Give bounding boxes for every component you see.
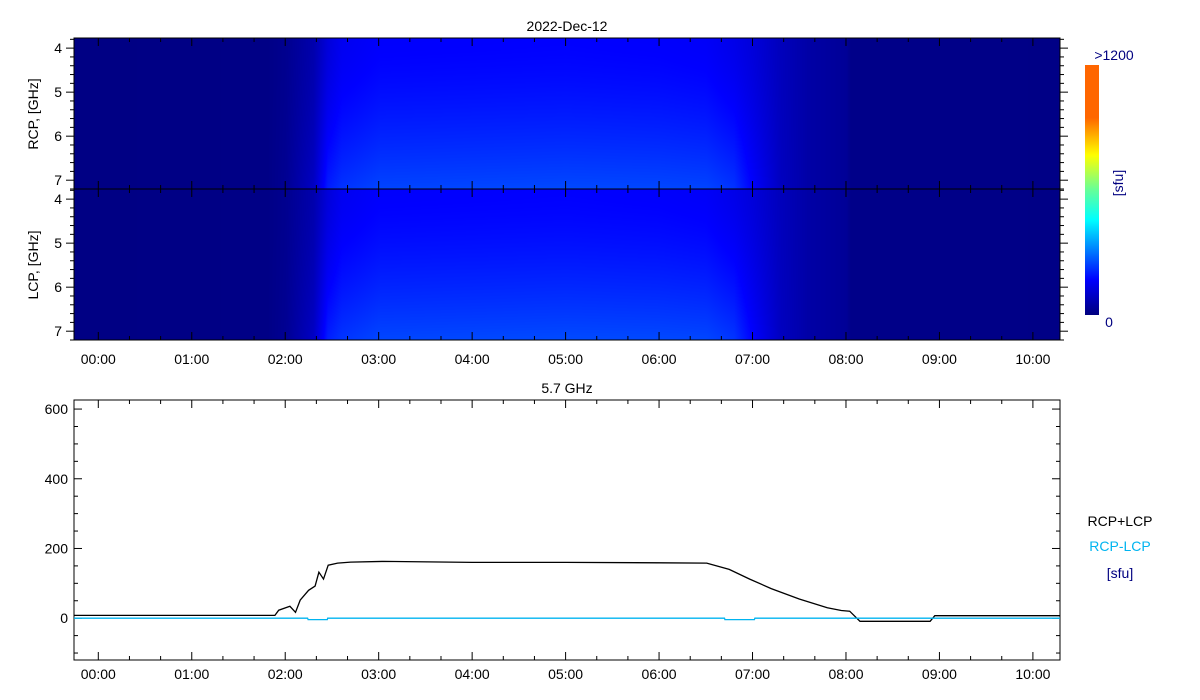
lightcurve-frame bbox=[73, 399, 1061, 661]
y-tick-label: 400 bbox=[45, 471, 69, 487]
x-tick-label: 06:00 bbox=[642, 351, 677, 367]
x-tick-label: 10:00 bbox=[1015, 351, 1050, 367]
rcp-axis-label: RCP, [GHz] bbox=[25, 78, 41, 149]
x-tick-label: 03:00 bbox=[361, 351, 396, 367]
y-tick-label: 7 bbox=[54, 172, 62, 188]
x-tick-label: 04:00 bbox=[455, 351, 490, 367]
lightcurve-title: 5.7 GHz bbox=[541, 380, 592, 396]
y-tick-label: 7 bbox=[54, 323, 62, 339]
x-tick-label: 09:00 bbox=[922, 666, 957, 682]
x-tick-label: 05:00 bbox=[548, 666, 583, 682]
x-tick-label: 00:00 bbox=[81, 351, 116, 367]
x-tick-label: 03:00 bbox=[361, 666, 396, 682]
x-tick-label: 07:00 bbox=[735, 666, 770, 682]
x-tick-label: 08:00 bbox=[828, 666, 863, 682]
colorbar-max-label: >1200 bbox=[1094, 47, 1134, 63]
x-tick-label: 05:00 bbox=[548, 351, 583, 367]
x-tick-label: 09:00 bbox=[922, 351, 957, 367]
y-tick-label: 600 bbox=[45, 401, 69, 417]
x-tick-label: 01:00 bbox=[174, 351, 209, 367]
y-tick-label: 6 bbox=[54, 279, 62, 295]
legend-unit: [sfu] bbox=[1107, 565, 1133, 581]
lcp-panel-frame bbox=[73, 188, 1061, 341]
x-tick-label: 10:00 bbox=[1015, 666, 1050, 682]
rcp-panel-frame bbox=[73, 37, 1061, 190]
x-tick-label: 01:00 bbox=[174, 666, 209, 682]
y-tick-label: 4 bbox=[54, 191, 62, 207]
x-tick-label: 04:00 bbox=[455, 666, 490, 682]
x-tick-label: 06:00 bbox=[642, 666, 677, 682]
legend-rcp-minus-lcp: RCP-LCP bbox=[1089, 538, 1150, 554]
x-tick-label: 02:00 bbox=[268, 666, 303, 682]
x-tick-label: 07:00 bbox=[735, 351, 770, 367]
rcp-minus-lcp-line bbox=[74, 617, 1060, 621]
x-tick-label: 02:00 bbox=[268, 351, 303, 367]
y-tick-label: 0 bbox=[60, 610, 68, 626]
legend-rcp-plus-lcp: RCP+LCP bbox=[1088, 513, 1153, 529]
spectrogram-title: 2022-Dec-12 bbox=[527, 18, 608, 34]
y-tick-label: 5 bbox=[54, 235, 62, 251]
colorbar-unit-label: [sfu] bbox=[1110, 170, 1126, 196]
x-tick-label: 08:00 bbox=[828, 351, 863, 367]
x-tick-label: 00:00 bbox=[81, 666, 116, 682]
y-tick-label: 5 bbox=[54, 84, 62, 100]
lcp-axis-label: LCP, [GHz] bbox=[25, 231, 41, 300]
colorbar bbox=[1085, 65, 1099, 315]
y-tick-label: 200 bbox=[45, 540, 69, 556]
rcp-plus-lcp-line bbox=[74, 560, 1060, 622]
y-tick-label: 6 bbox=[54, 128, 62, 144]
colorbar-min-label: 0 bbox=[1105, 314, 1113, 330]
y-tick-label: 4 bbox=[54, 40, 62, 56]
